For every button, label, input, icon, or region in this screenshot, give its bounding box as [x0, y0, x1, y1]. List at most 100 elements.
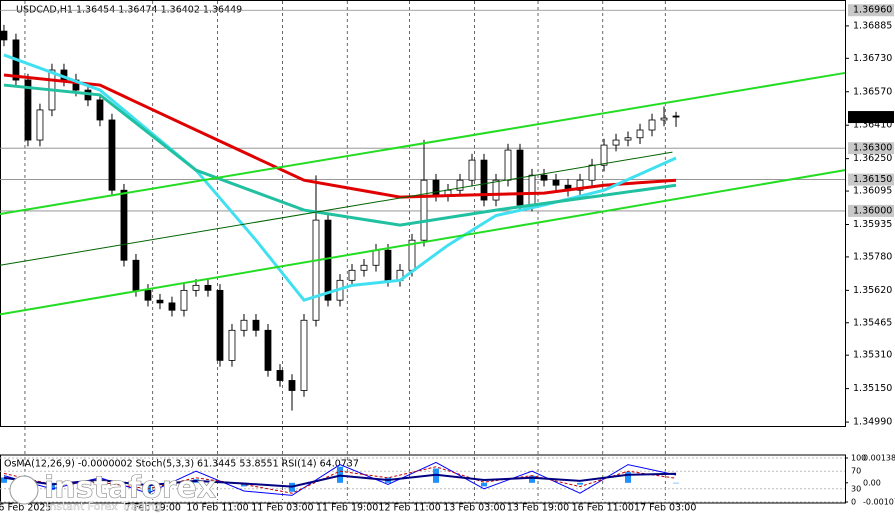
candle-body — [672, 115, 680, 118]
tagline: Instant Forex Trading — [46, 500, 162, 513]
candle-body — [168, 302, 176, 311]
indicator-line — [3, 466, 677, 494]
candle-body — [480, 159, 488, 201]
x-tick-label: 6 Feb 2025 — [0, 503, 52, 514]
candle-body — [432, 179, 440, 196]
candle-body — [204, 284, 212, 291]
candle-body — [588, 164, 596, 181]
candle-body — [288, 380, 296, 391]
overlay-line — [0, 151, 673, 266]
level-label: 1.36150 — [853, 174, 892, 185]
indicator-title: OsMA(12,26,9) -0.0000002 Stoch(5,3,3) 61… — [4, 459, 359, 470]
candle-body — [324, 219, 332, 301]
level-label: 1.36960 — [853, 5, 892, 16]
indicator-tick-label: 70 — [851, 467, 861, 476]
candle-body — [612, 139, 620, 146]
current-price-box — [848, 111, 894, 124]
y-tick-label: 1.35620 — [853, 285, 892, 296]
candle-body — [372, 249, 380, 266]
candle-body — [492, 179, 500, 201]
osma-bar — [144, 482, 151, 494]
candle-body — [264, 329, 272, 371]
candle-body — [252, 319, 260, 331]
candle-body — [528, 174, 536, 206]
candle-body — [24, 79, 32, 141]
indicator-tick-label: 0.0013872 — [863, 454, 895, 463]
candle-body — [300, 319, 308, 391]
indicator-line — [3, 472, 677, 488]
x-tick-label: 16 Feb 11:00 — [572, 503, 634, 514]
indicator-tick-label: 100 — [851, 454, 866, 463]
level-box — [848, 204, 894, 217]
candle-body — [132, 259, 140, 291]
osma-bar — [48, 482, 55, 490]
y-tick-label: 1.35150 — [853, 383, 892, 394]
indicator-tick-label: 30 — [851, 484, 861, 493]
candle-body — [348, 269, 356, 281]
y-tick-label: 1.34990 — [853, 417, 892, 428]
candle-body — [108, 119, 116, 191]
candle-body — [228, 329, 236, 361]
indicator-tick-label: -0.001072 — [863, 498, 895, 507]
candle-body — [660, 117, 668, 121]
candle-body — [144, 289, 152, 301]
indicator-line — [3, 461, 677, 496]
x-tick-label: 12 Feb 11:00 — [378, 503, 440, 514]
level-label: 1.36000 — [853, 205, 892, 216]
candle-body — [360, 264, 368, 271]
candle-body — [576, 179, 584, 191]
candle-body — [456, 179, 464, 191]
x-tick-label: 10 Feb 11:00 — [186, 503, 248, 514]
y-tick-label: 1.35935 — [853, 219, 892, 230]
y-tick-label: 1.35310 — [853, 350, 892, 361]
osma-bar — [529, 475, 536, 483]
osma-bar — [481, 482, 488, 487]
candle-body — [240, 319, 248, 331]
osma-bar — [673, 482, 680, 484]
x-tick-label: 13 Feb 03:00 — [443, 503, 505, 514]
candle-body — [120, 189, 128, 261]
x-tick-label: 11 Feb 03:00 — [251, 503, 313, 514]
candle-body — [468, 159, 476, 181]
y-tick-label: 1.36570 — [853, 86, 892, 97]
level-label: 1.36300 — [853, 143, 892, 154]
candle-body — [552, 179, 560, 186]
overlay-line — [0, 71, 846, 216]
level-box — [848, 173, 894, 186]
x-tick-label: 7 Feb 19:00 — [125, 503, 181, 514]
candle-body — [420, 179, 428, 241]
x-tick-label: 13 Feb 19:00 — [507, 503, 569, 514]
y-tick-label: 1.35780 — [853, 251, 892, 262]
candle-body — [192, 284, 200, 291]
candle-body — [96, 99, 104, 121]
overlay-line — [3, 73, 677, 199]
indicator-tick-label: 0.00 — [863, 478, 881, 487]
candle-body — [636, 129, 644, 139]
y-tick-label: 1.36095 — [853, 186, 892, 197]
current-price-label: 1.36449 — [853, 112, 892, 123]
level-box — [848, 4, 894, 17]
osma-bar — [625, 472, 632, 483]
y-tick-label: 1.36410 — [853, 120, 892, 131]
candle-body — [624, 137, 632, 141]
y-tick-label: 1.35465 — [853, 317, 892, 328]
x-tick-label: 11 Feb 19:00 — [316, 503, 378, 514]
overlay-line — [0, 169, 846, 316]
candle-body — [504, 149, 512, 181]
candle-body — [384, 249, 392, 281]
indicator-tick-label: 0 — [851, 498, 856, 507]
logo-icon — [9, 475, 39, 505]
overlay-line — [3, 83, 677, 227]
candle-body — [648, 119, 656, 131]
candle-body — [216, 289, 224, 361]
candle-body — [312, 219, 320, 321]
y-tick-label: 1.36885 — [853, 20, 892, 31]
y-tick-label: 1.36730 — [853, 53, 892, 64]
candle-body — [540, 174, 548, 181]
candle-body — [600, 144, 608, 166]
level-box — [848, 142, 894, 155]
osma-bar — [0, 477, 7, 483]
candle-body — [276, 370, 284, 381]
